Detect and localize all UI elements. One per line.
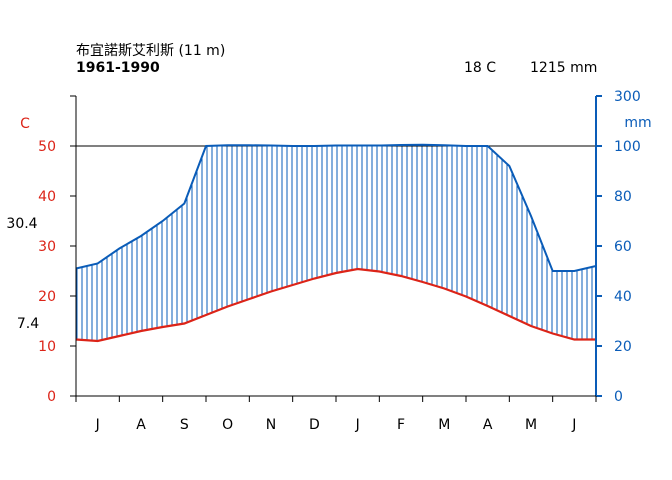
right-axis-tick-label: 100 — [614, 139, 641, 155]
left-axis-tick-label: 40 — [38, 189, 56, 205]
right-axis-tick-label: 20 — [614, 339, 632, 355]
mean-daily-min-label: 7.4 — [17, 316, 39, 332]
right-axis-tick-label: 60 — [614, 239, 632, 255]
month-label: J — [95, 417, 100, 433]
left-axis-tick-label: 50 — [38, 139, 56, 155]
right-axis-tick-label: 40 — [614, 289, 632, 305]
period-label: 1961-1990 — [76, 60, 160, 76]
temperature-line — [75, 267, 596, 343]
annual-precipitation: 1215 mm — [530, 60, 598, 76]
right-axis-tick-label: 0 — [614, 389, 623, 405]
month-label: N — [266, 417, 276, 433]
left-axis-tick-label: 0 — [47, 389, 56, 405]
mean-daily-max-label: 30.4 — [6, 216, 37, 232]
month-label: O — [222, 417, 233, 433]
month-label: F — [397, 417, 405, 433]
month-label: A — [136, 417, 146, 433]
left-axis-tick-label: 20 — [38, 289, 56, 305]
left-axis-tick-label: 10 — [38, 339, 56, 355]
right-axis-title: mm — [624, 115, 651, 131]
precipitation-line — [75, 143, 597, 272]
right-axis-tick-label: 80 — [614, 189, 632, 205]
month-label: M — [438, 417, 450, 433]
month-label: D — [309, 417, 320, 433]
month-label: A — [483, 417, 493, 433]
month-label: J — [571, 417, 576, 433]
left-axis-tick-label: 30 — [38, 239, 56, 255]
month-label: S — [180, 417, 189, 433]
left-axis-title: C — [20, 116, 30, 132]
month-label: J — [355, 417, 360, 433]
station-title: 布宜諾斯艾利斯 (11 m) — [76, 43, 226, 59]
mean-temperature: 18 C — [464, 60, 497, 76]
month-label: M — [525, 417, 537, 433]
right-axis-tick-label: 300 — [614, 89, 641, 105]
